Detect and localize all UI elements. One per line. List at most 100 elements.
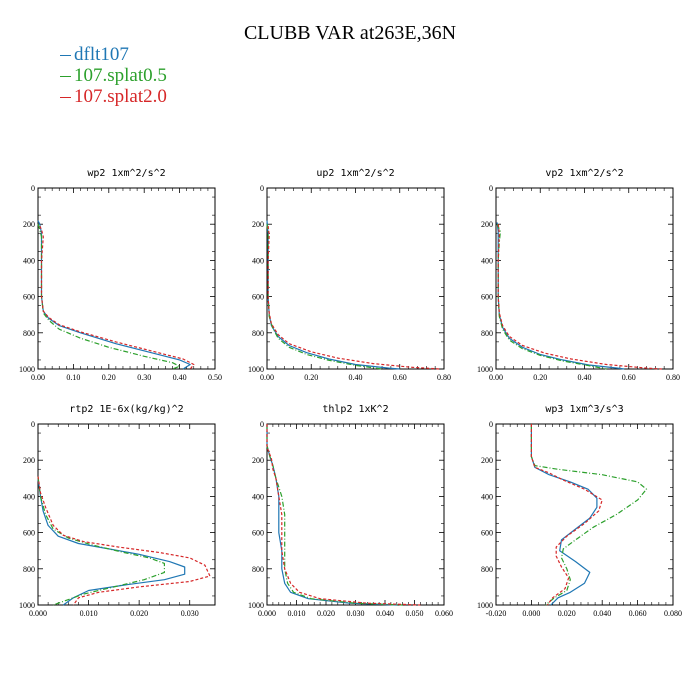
legend-swatch-splat05 (60, 76, 71, 77)
legend-swatch-dflt107 (60, 55, 71, 56)
y-tick-label: 400 (481, 492, 493, 501)
y-tick-label: 1000 (248, 365, 264, 374)
x-tick-label: 0.40 (578, 373, 592, 382)
y-tick-label: 0 (31, 184, 35, 193)
y-tick-label: 800 (481, 565, 493, 574)
y-tick-label: 1000 (19, 365, 35, 374)
legend-label-dflt107: dflt107 (74, 43, 129, 65)
panel-title: thlp2 1xK^2 (322, 404, 388, 415)
legend-item-splat05: 107.splat0.5 (60, 65, 167, 86)
y-tick-label: 1000 (19, 601, 35, 610)
x-tick-label: 0.30 (137, 373, 151, 382)
x-tick-label: 0.40 (349, 373, 363, 382)
plot-frame (495, 423, 674, 606)
y-tick-label: 0 (260, 184, 264, 193)
plot-frame (37, 187, 216, 370)
y-tick-label: 1000 (248, 601, 264, 610)
x-tick-label: 0.020 (558, 609, 576, 618)
x-tick-label: 0.050 (406, 609, 424, 618)
series-line-dflt107 (266, 424, 397, 606)
series-line-107.splat2.0 (266, 424, 421, 606)
series-line-dflt107 (530, 424, 598, 606)
series-line-107.splat0.5 (266, 224, 383, 370)
y-tick-label: 0 (31, 420, 35, 429)
x-tick-label: 0.40 (173, 373, 187, 382)
y-tick-label: 400 (252, 492, 264, 501)
y-tick-label: 800 (252, 329, 264, 338)
y-tick-label: 200 (481, 220, 493, 229)
series-line-dflt107 (266, 220, 400, 370)
y-tick-label: 400 (23, 256, 35, 265)
y-tick-label: 600 (23, 293, 35, 302)
plot-frame (266, 423, 445, 606)
x-tick-label: 0.80 (666, 373, 680, 382)
x-tick-label: 0.000 (29, 609, 47, 618)
y-tick-label: 1000 (477, 601, 493, 610)
x-tick-label: 0.000 (522, 609, 540, 618)
panel-title: rtp2 1E-6x(kg/kg)^2 (69, 404, 183, 415)
x-tick-label: 0.010 (288, 609, 306, 618)
x-tick-label: 0.20 (304, 373, 318, 382)
y-tick-label: 800 (252, 565, 264, 574)
x-tick-label: 0.080 (664, 609, 682, 618)
x-tick-label: 0.010 (80, 609, 98, 618)
panel-6: wp3 1xm^3/s^3 0 200 400 600 800 1000-0.020 0.00… (477, 404, 682, 618)
y-tick-label: 200 (252, 456, 264, 465)
series-line-107.splat0.5 (37, 224, 181, 370)
x-tick-label: 0.10 (66, 373, 80, 382)
series-line-107.splat2.0 (37, 476, 211, 606)
y-tick-label: 200 (481, 456, 493, 465)
x-tick-label: 0.50 (208, 373, 222, 382)
series-line-dflt107 (496, 222, 625, 370)
y-tick-label: 600 (481, 293, 493, 302)
x-tick-label: 0.00 (489, 373, 503, 382)
legend-label-splat20: 107.splat2.0 (74, 85, 167, 107)
legend-item-splat20: 107.splat2.0 (60, 86, 167, 107)
y-tick-label: 600 (23, 529, 35, 538)
panel-title: vp2 1xm^2/s^2 (545, 168, 623, 179)
legend-item-dflt107: dflt107 (60, 44, 167, 65)
panel-title: wp2 1xm^2/s^2 (87, 168, 165, 179)
series-line-107.splat0.5 (266, 424, 403, 606)
y-tick-label: 200 (23, 220, 35, 229)
plot-frame (37, 423, 216, 606)
x-tick-label: 0.20 (533, 373, 547, 382)
legend-label-splat05: 107.splat0.5 (74, 64, 167, 86)
y-tick-label: 800 (481, 329, 493, 338)
x-tick-label: 0.20 (102, 373, 116, 382)
x-tick-label: 0.60 (393, 373, 407, 382)
series-line-107.splat2.0 (267, 225, 440, 370)
x-tick-label: 0.000 (258, 609, 276, 618)
series-line-dflt107 (37, 478, 186, 606)
y-tick-label: 400 (23, 492, 35, 501)
series-line-107.splat2.0 (497, 224, 662, 370)
series-line-107.splat0.5 (496, 223, 607, 370)
x-tick-label: 0.030 (347, 609, 365, 618)
x-tick-label: 0.040 (376, 609, 394, 618)
x-tick-label: 0.020 (130, 609, 148, 618)
x-tick-label: 0.00 (31, 373, 45, 382)
legend-swatch-splat20 (60, 97, 71, 98)
series-line-107.splat0.5 (37, 476, 165, 606)
y-tick-label: 200 (23, 456, 35, 465)
x-tick-label: 0.60 (622, 373, 636, 382)
y-tick-label: 800 (23, 329, 35, 338)
panel-title: wp3 1xm^3/s^3 (545, 404, 623, 415)
series-line-dflt107 (37, 220, 191, 370)
y-tick-label: 0 (489, 420, 493, 429)
x-tick-label: 0.060 (435, 609, 453, 618)
y-tick-label: 0 (260, 420, 264, 429)
plot-frame (495, 187, 674, 370)
y-tick-label: 0 (489, 184, 493, 193)
y-tick-label: 400 (481, 256, 493, 265)
y-tick-label: 1000 (477, 365, 493, 374)
series-line-107.splat2.0 (39, 225, 195, 370)
y-tick-label: 400 (252, 256, 264, 265)
x-tick-label: 0.020 (317, 609, 335, 618)
y-tick-label: 600 (252, 529, 264, 538)
legend: dflt107 107.splat0.5 107.splat2.0 (60, 44, 167, 107)
